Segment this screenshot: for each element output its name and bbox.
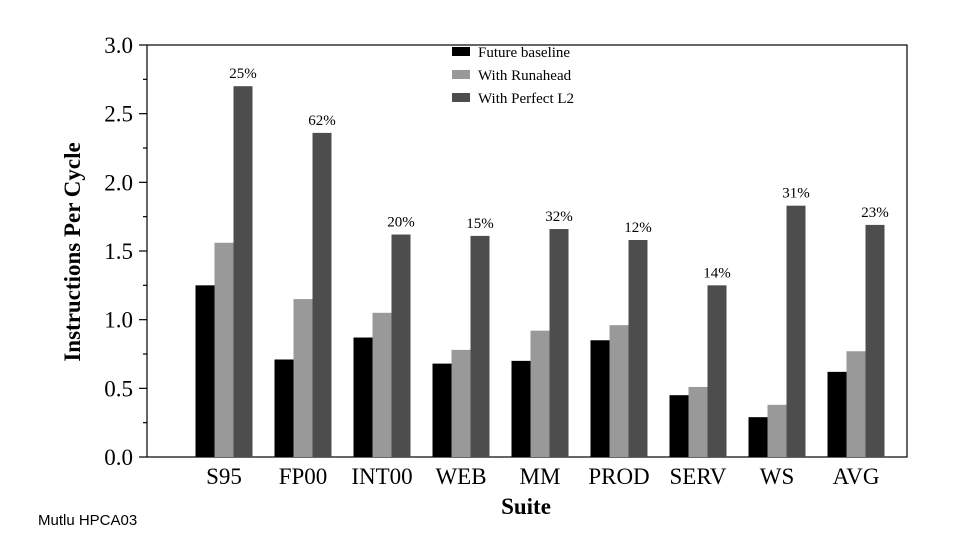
- y-tick-label: 0.0: [104, 445, 133, 470]
- y-axis: 0.0 0.5 1.0 1.5 2.0 2.5 3.0: [104, 33, 147, 470]
- x-tick-label: FP00: [279, 464, 328, 489]
- x-axis-label: Suite: [501, 494, 551, 519]
- x-tick-label: S95: [206, 464, 242, 489]
- bar: [353, 337, 373, 457]
- bar: [451, 349, 471, 457]
- y-tick-label: 1.5: [104, 239, 133, 264]
- bar: [549, 229, 569, 457]
- bar: [195, 285, 215, 457]
- bar: [628, 240, 648, 457]
- legend-label: With Runahead: [478, 68, 572, 84]
- x-tick-label: MM: [520, 464, 561, 489]
- x-tick-label: INT00: [351, 464, 412, 489]
- bar: [786, 205, 806, 457]
- percent-label: 62%: [308, 113, 336, 129]
- percent-label: 32%: [545, 209, 573, 225]
- x-tick-label: SERV: [670, 464, 727, 489]
- percent-label: 14%: [703, 265, 731, 281]
- percent-label: 31%: [782, 186, 810, 202]
- x-tick-label: AVG: [833, 464, 880, 489]
- bar: [707, 285, 727, 457]
- bar: [827, 371, 847, 457]
- y-tick-label: 1.0: [104, 308, 133, 333]
- y-tick-label: 0.5: [104, 376, 133, 401]
- y-axis-label: Instructions Per Cycle: [60, 142, 85, 361]
- percent-label: 20%: [387, 215, 415, 231]
- bar: [846, 351, 866, 457]
- bar: [530, 330, 550, 457]
- bar: [470, 235, 490, 457]
- bar: [609, 325, 629, 457]
- percent-label: 12%: [624, 220, 652, 236]
- bar: [511, 360, 531, 457]
- bar: [590, 340, 610, 457]
- legend-swatch: [452, 47, 470, 56]
- bar: [293, 299, 313, 457]
- legend: Future baseline With Runahead With Perfect…: [452, 45, 574, 107]
- bar: [391, 234, 411, 457]
- bar: [233, 86, 253, 457]
- percent-annotations: 25% 62% 20% 15% 32% 12% 14% 31% 23%: [229, 66, 889, 281]
- bars-group: [195, 86, 885, 458]
- percent-label: 15%: [466, 216, 494, 232]
- y-tick-label: 2.5: [104, 102, 133, 127]
- x-tick-label: PROD: [588, 464, 649, 489]
- bar: [214, 242, 234, 457]
- percent-label: 25%: [229, 66, 257, 82]
- bar: [372, 312, 392, 457]
- bar: [748, 417, 768, 457]
- bar: [274, 359, 294, 457]
- bar: [865, 224, 885, 457]
- x-tick-label: WEB: [435, 464, 486, 489]
- bar: [688, 386, 708, 457]
- x-axis: S95 FP00 INT00 WEB MM PROD SERV WS AVG: [206, 464, 879, 489]
- y-tick-label: 2.0: [104, 170, 133, 195]
- legend-label: With Perfect L2: [478, 91, 574, 107]
- bar: [432, 363, 452, 457]
- legend-swatch: [452, 70, 470, 79]
- legend-label: Future baseline: [478, 45, 570, 61]
- x-tick-label: WS: [760, 464, 795, 489]
- y-tick-label: 3.0: [104, 33, 133, 58]
- legend-swatch: [452, 93, 470, 102]
- bar: [312, 132, 332, 458]
- percent-label: 23%: [861, 205, 889, 221]
- credit-text: Mutlu HPCA03: [38, 512, 138, 529]
- bar: [669, 395, 689, 457]
- bar: [767, 404, 787, 457]
